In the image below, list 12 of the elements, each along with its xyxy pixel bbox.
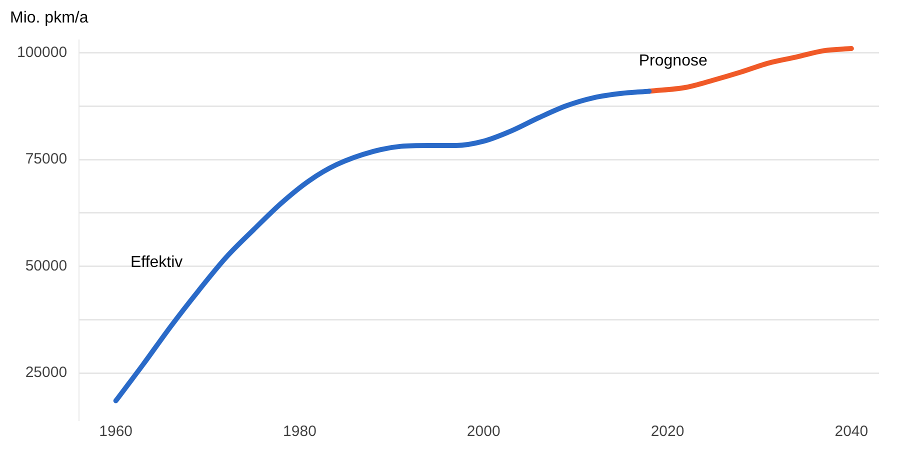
series-label: Effektiv <box>130 254 183 272</box>
y-tick-label: 50000 <box>25 257 68 274</box>
y-tick-label: 25000 <box>25 364 68 382</box>
x-tick-label: 2040 <box>834 423 868 440</box>
x-tick-label: 1960 <box>99 423 133 440</box>
x-tick-label: 1980 <box>283 423 316 440</box>
y-tick-label: 100000 <box>16 44 68 61</box>
series-label: Prognose <box>638 52 708 70</box>
y-tick-label: 75000 <box>25 150 68 168</box>
x-tick-label: 2020 <box>650 423 684 440</box>
x-tick-label: 2000 <box>466 423 500 440</box>
y-axis-title: Mio. pkm/a <box>10 9 88 26</box>
